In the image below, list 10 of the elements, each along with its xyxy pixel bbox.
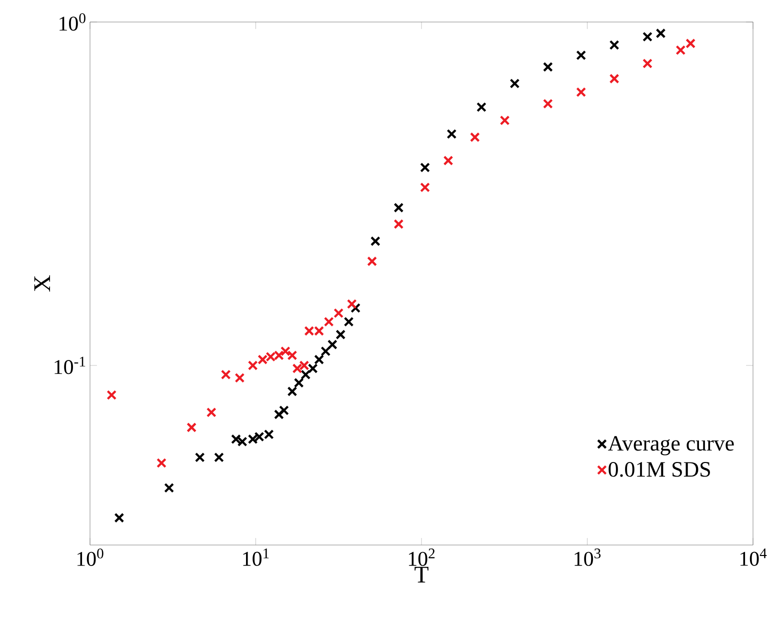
x-tick-label: 10$^{4}$ — [740, 548, 767, 566]
legend-label: Average curve — [608, 436, 734, 456]
y-axis-title: X — [34, 275, 50, 292]
legend-label: 0.01M SDS — [608, 462, 710, 477]
x-axis-title: T — [414, 566, 428, 582]
x-tick-label: 10$^{3}$ — [574, 548, 601, 566]
x-tick-label: 10$^{2}$ — [408, 548, 435, 566]
x-tick-label: 10$^{1}$ — [243, 548, 269, 566]
x-tick-label: 10$^{0}$ — [77, 548, 104, 566]
y-tick-label: 10$^{-1}$ — [54, 356, 86, 374]
